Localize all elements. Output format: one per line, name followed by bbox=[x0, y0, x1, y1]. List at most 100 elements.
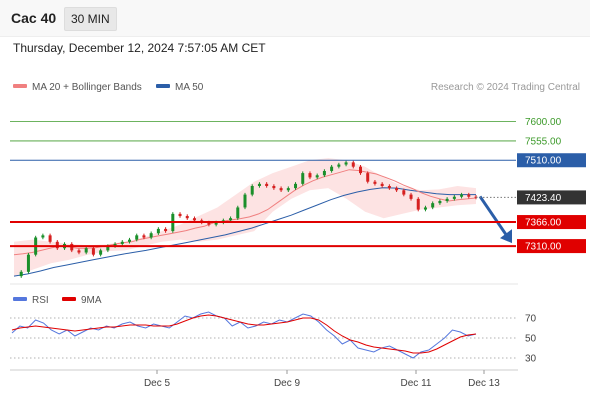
candle bbox=[467, 192, 471, 199]
candle-body bbox=[431, 203, 435, 208]
candle bbox=[55, 240, 59, 250]
candle-body bbox=[41, 235, 45, 238]
rsi-legend-swatch bbox=[13, 297, 27, 301]
candle-body bbox=[120, 241, 124, 244]
candle bbox=[48, 233, 52, 244]
candle-body bbox=[330, 166, 334, 171]
candle bbox=[301, 171, 305, 186]
candle-body bbox=[91, 248, 95, 255]
chart-timestamp: Thursday, December 12, 2024 7:57:05 AM C… bbox=[13, 41, 266, 55]
candle-body bbox=[178, 213, 182, 217]
candle bbox=[359, 164, 362, 175]
time-tick-label: Dec 13 bbox=[468, 378, 500, 389]
time-tick-label: Dec 9 bbox=[274, 378, 301, 389]
candle bbox=[128, 237, 131, 244]
candle-body bbox=[409, 194, 413, 199]
candle bbox=[41, 233, 45, 240]
candle-body bbox=[265, 183, 269, 186]
timeframe-button[interactable]: 30 MIN bbox=[64, 7, 117, 31]
candle bbox=[337, 162, 341, 169]
rsi-legend: RSI 9MA bbox=[13, 295, 102, 306]
candle-body bbox=[70, 243, 74, 251]
candle-body bbox=[351, 162, 355, 167]
candle-body bbox=[322, 170, 326, 176]
candle-body bbox=[315, 175, 319, 178]
candle-body bbox=[366, 173, 370, 182]
time-axis: Dec 5 Dec 9 Dec 11 Dec 13 bbox=[144, 370, 500, 389]
rsi-ma-line bbox=[11, 314, 477, 354]
candle-body bbox=[294, 183, 298, 189]
candle bbox=[178, 212, 182, 218]
candle bbox=[236, 205, 240, 220]
forecast-arrow-shaft bbox=[478, 195, 509, 237]
candle-body bbox=[99, 250, 103, 255]
candle bbox=[135, 233, 139, 242]
candle bbox=[445, 197, 449, 203]
level-label-text: 7600.00 bbox=[525, 117, 562, 128]
candle-body bbox=[344, 162, 348, 165]
chart-legend: MA 20 + Bollinger Bands MA 50 Research ©… bbox=[13, 82, 580, 93]
candle-body bbox=[387, 185, 391, 189]
candle bbox=[315, 173, 319, 180]
level-label-box bbox=[517, 114, 586, 129]
candle bbox=[322, 169, 326, 177]
candle-body bbox=[416, 198, 420, 210]
level-label-text: 7555.00 bbox=[525, 136, 562, 147]
candle-body bbox=[467, 194, 471, 197]
candle-body bbox=[135, 235, 139, 240]
candle bbox=[351, 160, 355, 169]
candle-body bbox=[207, 222, 211, 225]
candle bbox=[308, 171, 312, 180]
candle bbox=[330, 164, 334, 173]
candle bbox=[294, 182, 298, 190]
level-label-text: 7366.00 bbox=[525, 218, 562, 229]
level-label-box bbox=[517, 239, 586, 254]
candle-body bbox=[272, 185, 276, 189]
rsi-ma-legend-label: 9MA bbox=[81, 295, 102, 306]
rsi-legend-label: RSI bbox=[32, 295, 49, 306]
time-tick-label: Dec 5 bbox=[144, 378, 171, 389]
candle bbox=[286, 186, 290, 193]
candle bbox=[373, 179, 377, 186]
candle bbox=[243, 192, 247, 210]
candle bbox=[84, 246, 88, 255]
candle-body bbox=[48, 235, 52, 242]
forecast-arrow-head bbox=[500, 229, 512, 244]
candle bbox=[250, 184, 254, 197]
candle bbox=[460, 192, 464, 199]
candle bbox=[387, 184, 391, 190]
candle-body bbox=[460, 194, 464, 197]
candle bbox=[164, 227, 168, 233]
candle bbox=[19, 270, 23, 278]
level-label-box bbox=[517, 133, 586, 148]
candle bbox=[265, 182, 269, 188]
level-label: 7555.00 bbox=[517, 133, 586, 148]
candle bbox=[395, 186, 399, 193]
level-label-text: 7510.00 bbox=[525, 156, 562, 167]
candle-body bbox=[236, 207, 240, 219]
candle-body bbox=[308, 173, 312, 178]
candle bbox=[279, 186, 283, 193]
candle bbox=[366, 171, 370, 184]
rsi-ma-legend-swatch bbox=[62, 297, 76, 301]
bollinger-band-fill bbox=[14, 158, 476, 277]
ma50-line bbox=[13, 187, 476, 277]
candle-body bbox=[26, 254, 30, 272]
candle-body bbox=[113, 243, 117, 247]
candle-body bbox=[128, 239, 131, 242]
candle bbox=[26, 252, 30, 274]
candle bbox=[142, 233, 146, 240]
level-label-box bbox=[517, 153, 586, 168]
candle-body bbox=[156, 228, 160, 234]
candle bbox=[431, 201, 435, 210]
candle bbox=[416, 197, 420, 212]
candle-body bbox=[84, 248, 88, 253]
candle bbox=[70, 242, 74, 253]
candle bbox=[380, 182, 384, 188]
candle bbox=[77, 248, 81, 255]
candle-body bbox=[452, 196, 456, 199]
candle-body bbox=[337, 164, 341, 167]
candle-body bbox=[229, 218, 233, 221]
candle-body bbox=[164, 228, 168, 232]
